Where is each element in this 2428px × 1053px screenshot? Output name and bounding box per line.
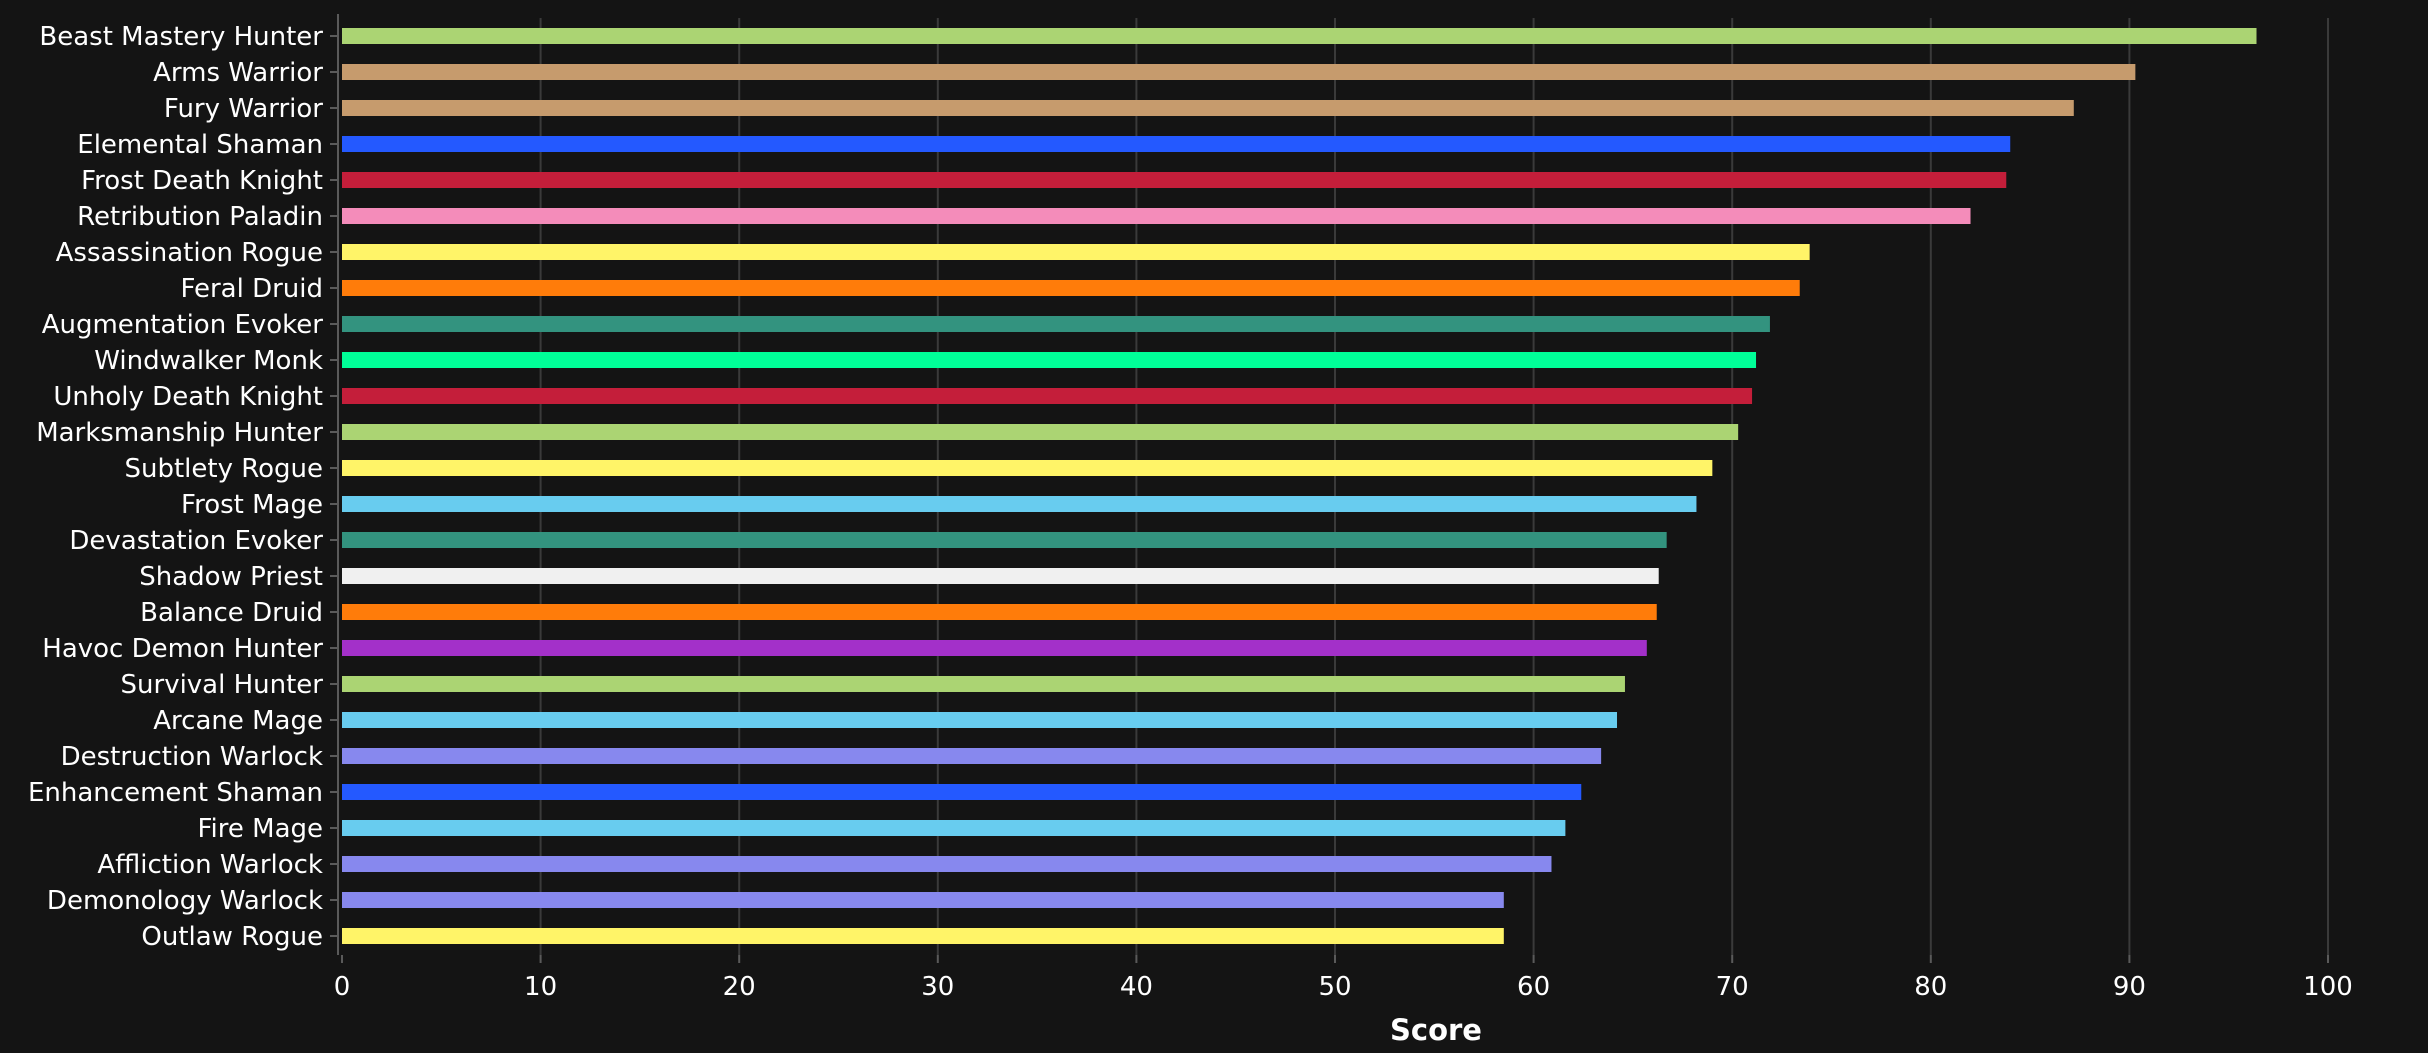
category-label: Arcane Mage bbox=[153, 706, 323, 736]
x-tick-label: 60 bbox=[1517, 972, 1550, 1002]
category-label: Enhancement Shaman bbox=[28, 778, 323, 808]
x-tick-label: 0 bbox=[334, 972, 351, 1002]
bar bbox=[342, 604, 1657, 620]
bar bbox=[342, 280, 1800, 296]
bar bbox=[342, 712, 1618, 728]
bar bbox=[342, 820, 1566, 836]
category-label: Affliction Warlock bbox=[97, 850, 323, 880]
x-tick-label: 50 bbox=[1318, 972, 1351, 1002]
category-label: Arms Warrior bbox=[153, 58, 323, 88]
x-tick-label: 100 bbox=[2303, 972, 2353, 1002]
category-label: Outlaw Rogue bbox=[141, 922, 323, 952]
category-label: Destruction Warlock bbox=[61, 742, 323, 772]
category-label: Subtlety Rogue bbox=[124, 454, 323, 484]
x-tick-label: 30 bbox=[921, 972, 954, 1002]
category-label: Shadow Priest bbox=[139, 562, 323, 592]
bar bbox=[342, 244, 1810, 260]
x-tick-label: 70 bbox=[1716, 972, 1749, 1002]
bar bbox=[342, 208, 1971, 224]
category-label: Retribution Paladin bbox=[77, 202, 323, 232]
bar bbox=[342, 460, 1713, 476]
category-labels: Beast Mastery Hunter Arms Warrior Fury War… bbox=[28, 22, 323, 952]
bar bbox=[342, 64, 2136, 80]
category-label: Elemental Shaman bbox=[77, 130, 323, 160]
bar bbox=[342, 172, 2007, 188]
category-label: Feral Druid bbox=[180, 274, 323, 304]
x-tick-label: 10 bbox=[524, 972, 557, 1002]
category-label: Survival Hunter bbox=[121, 670, 324, 700]
bar bbox=[342, 136, 2011, 152]
bar bbox=[342, 928, 1504, 944]
bar bbox=[342, 784, 1582, 800]
x-tick-label: 40 bbox=[1120, 972, 1153, 1002]
bar bbox=[342, 496, 1697, 512]
x-axis-title: Score bbox=[1390, 1013, 1482, 1047]
axes bbox=[330, 14, 2329, 963]
category-label: Marksmanship Hunter bbox=[36, 418, 323, 448]
category-label: Augmentation Evoker bbox=[42, 310, 324, 340]
bar bbox=[342, 532, 1667, 548]
category-label: Frost Death Knight bbox=[81, 166, 323, 196]
category-label: Windwalker Monk bbox=[94, 346, 323, 376]
category-label: Havoc Demon Hunter bbox=[42, 634, 323, 664]
category-label: Beast Mastery Hunter bbox=[39, 22, 323, 52]
x-tick-label: 80 bbox=[1914, 972, 1947, 1002]
category-label: Unholy Death Knight bbox=[53, 382, 323, 412]
bar bbox=[342, 352, 1757, 368]
gridlines bbox=[539, 18, 2329, 955]
bar bbox=[342, 568, 1659, 584]
category-label: Fury Warrior bbox=[164, 94, 323, 124]
category-label: Fire Mage bbox=[197, 814, 323, 844]
bar bbox=[342, 424, 1739, 440]
bar bbox=[342, 388, 1753, 404]
x-tick-label: 90 bbox=[2113, 972, 2146, 1002]
bar bbox=[342, 640, 1647, 656]
category-label: Balance Druid bbox=[140, 598, 323, 628]
category-label: Assassination Rogue bbox=[56, 238, 323, 268]
bar bbox=[342, 856, 1552, 872]
x-tick-label: 20 bbox=[723, 972, 756, 1002]
category-label: Frost Mage bbox=[181, 490, 323, 520]
x-tick-labels: 0 10 20 30 40 50 60 70 80 90 100 bbox=[334, 972, 2353, 1002]
bar bbox=[342, 676, 1625, 692]
bar bbox=[342, 100, 2074, 116]
bar bbox=[342, 28, 2257, 44]
bars bbox=[342, 28, 2257, 944]
category-label: Demonology Warlock bbox=[47, 886, 323, 916]
bar bbox=[342, 748, 1602, 764]
category-label: Devastation Evoker bbox=[69, 526, 323, 556]
bar bbox=[342, 892, 1504, 908]
bar bbox=[342, 316, 1770, 332]
